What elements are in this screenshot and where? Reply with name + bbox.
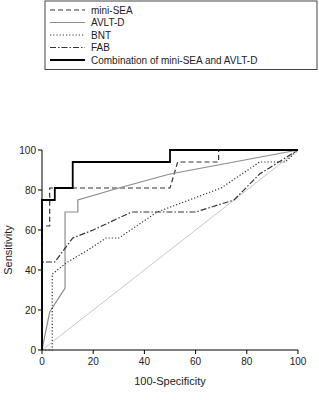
legend-label: FAB: [91, 42, 110, 53]
y-tick-label: 0: [30, 345, 36, 356]
legend-box: [45, 1, 317, 70]
x-axis-label: 100-Specificity: [134, 375, 206, 387]
y-tick-label: 60: [25, 225, 37, 236]
y-tick-label: 20: [25, 305, 37, 316]
legend-swatch: [50, 9, 85, 10]
y-tick-label: 40: [25, 265, 37, 276]
reference-line: [42, 150, 298, 350]
roc-line: [42, 150, 298, 350]
legend-swatch: [50, 47, 85, 48]
legend-swatch: [50, 59, 85, 61]
y-tick-label: 100: [19, 145, 36, 156]
roc-line: [42, 150, 298, 350]
x-tick: [93, 350, 94, 354]
y-tick-label: 80: [25, 185, 37, 196]
y-axis-label: Sensitivity: [2, 225, 14, 275]
y-tick: [38, 150, 42, 151]
legend-label: AVLT-D: [91, 17, 125, 28]
roc-line: [42, 150, 298, 350]
roc-line: [42, 150, 298, 350]
chart: 0 20 40 60 80 100 0 20 40 60 80 100 100-Specificity S…: [0, 0, 319, 400]
roc-line: [42, 150, 298, 350]
x-tick: [298, 350, 299, 354]
x-tick-label: 60: [190, 356, 202, 367]
legend-label: BNT: [91, 30, 111, 41]
legend-swatch: [50, 22, 85, 23]
y-tick: [38, 190, 42, 191]
x-tick: [195, 350, 196, 354]
x-tick-label: 80: [241, 356, 253, 367]
plot-area: [42, 150, 298, 350]
legend: mini-SEAAVLT-D BNTFAB Combination of mini-…: [45, 1, 317, 70]
x-tick-label: 100: [290, 356, 307, 367]
x-axis: [42, 350, 298, 351]
x-tick-label: 20: [88, 356, 100, 367]
legend-label: Combination of mini-SEA and AVLT-D: [91, 55, 257, 66]
x-tick-label: 0: [39, 356, 45, 367]
legend-label: mini-SEA: [91, 5, 133, 16]
x-tick: [144, 350, 145, 354]
x-tick: [246, 350, 247, 354]
x-tick-label: 40: [139, 356, 151, 367]
legend-swatch: [50, 34, 85, 35]
